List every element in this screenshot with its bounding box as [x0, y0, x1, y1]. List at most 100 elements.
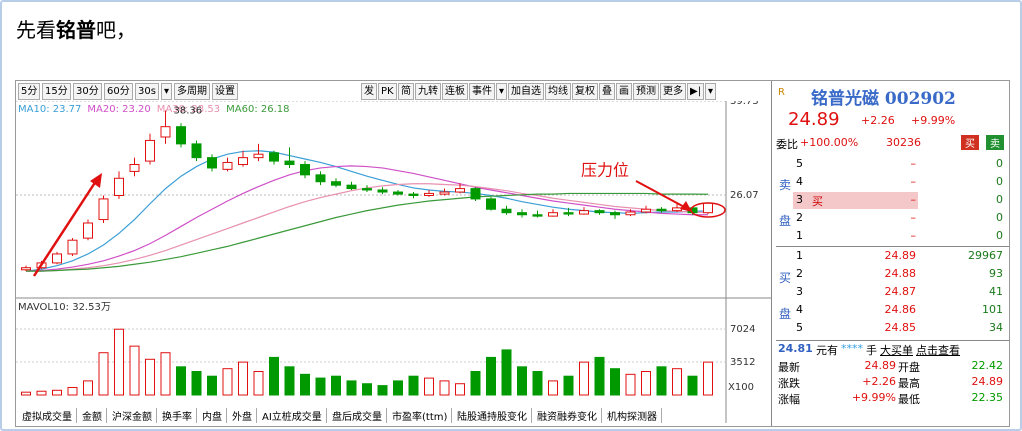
tool-button[interactable]: 叠 — [599, 83, 615, 100]
candle-body — [625, 211, 636, 216]
header-prefix: 先看 — [16, 18, 56, 42]
candle-body — [145, 139, 155, 162]
tool-button[interactable]: 更多 — [660, 83, 686, 100]
screenshot: 39.73 26.07 MA10: 23.77 MA20: 23.20 MA30: 23… — [15, 80, 1010, 427]
period-button[interactable]: ▾ — [161, 83, 173, 100]
weibi-label: 委比 — [776, 138, 798, 151]
tab[interactable]: 外盘 — [228, 408, 257, 423]
price: 24.89 — [788, 109, 840, 130]
tool-button[interactable]: 画 — [616, 83, 632, 100]
volume-bar — [160, 352, 171, 396]
tool-button[interactable]: 简 — [398, 83, 414, 100]
volume-bar — [315, 377, 326, 396]
volume-bar — [455, 383, 465, 396]
tool-button[interactable]: 连板 — [442, 83, 468, 100]
big-order[interactable]: 点击查看 — [916, 344, 960, 357]
candle-body — [594, 210, 605, 214]
stat-value: +2.26 — [862, 375, 896, 388]
candle-body — [486, 198, 496, 210]
volume-bar — [253, 371, 264, 396]
volume-bar — [346, 380, 357, 396]
tool-button[interactable]: 加自选 — [508, 83, 544, 100]
sell-button[interactable]: 卖 — [986, 135, 1004, 150]
tab[interactable]: 内盘 — [198, 408, 227, 423]
tab[interactable]: 融资融券变化 — [533, 408, 602, 423]
stat-value: 22.42 — [971, 359, 1004, 372]
tab[interactable]: 沪深金额 — [108, 408, 157, 423]
period-button[interactable]: 5分 — [18, 83, 41, 100]
ma-line — [25, 165, 708, 272]
side-label: 盘 — [779, 307, 792, 321]
volume-bar — [470, 371, 481, 396]
candle-body — [424, 192, 434, 196]
tool-button[interactable]: 发 — [361, 83, 377, 100]
tool-button[interactable]: ▾ — [705, 83, 717, 100]
candle-body — [470, 188, 481, 200]
tool-button[interactable]: ▶| — [687, 83, 705, 100]
tool-button[interactable]: 九转 — [415, 83, 441, 100]
price-cell: 24.87 — [884, 285, 917, 298]
y-tick-label: 26.07 — [730, 190, 759, 201]
weibi-ratio: +100.00% — [800, 136, 859, 149]
stock-name: 铭普光磁 002902 — [811, 89, 956, 109]
vol-cell: 29967 — [968, 249, 1003, 262]
arrow — [635, 180, 689, 210]
tab[interactable]: 盘后成交量 — [328, 408, 387, 423]
tool-button[interactable]: PK — [378, 83, 397, 100]
level: 1 — [796, 249, 803, 262]
buy-button[interactable]: 买 — [961, 135, 979, 150]
tab[interactable]: 机构探测器 — [603, 408, 662, 423]
period-button[interactable]: 60分 — [104, 83, 133, 100]
candle-body — [222, 161, 233, 170]
volume-bar — [284, 366, 295, 396]
ask-highlight — [793, 192, 918, 209]
tab[interactable]: 虚拟成交量 — [18, 408, 77, 423]
price-cell: 24.89 — [884, 249, 917, 262]
period-button[interactable]: 30分 — [73, 83, 102, 100]
volume-bar — [393, 380, 403, 396]
tool-button[interactable]: 复权 — [572, 83, 598, 100]
volume-bar — [641, 371, 651, 396]
price-cell: 24.85 — [884, 321, 917, 334]
volume-bar — [191, 371, 202, 396]
tool-button[interactable]: 事件 — [469, 83, 495, 100]
volume-bar — [594, 356, 605, 396]
candle-body — [346, 184, 357, 190]
candle-body — [176, 126, 186, 145]
price-cell: – — [910, 229, 917, 242]
tool-button[interactable]: ▾ — [496, 83, 508, 100]
candle-body — [641, 208, 651, 213]
level: 1 — [796, 229, 803, 242]
candle-body — [300, 164, 310, 176]
volume-bar — [703, 361, 713, 396]
volume-bar — [83, 380, 93, 396]
candle-body — [21, 267, 31, 271]
period-button[interactable]: 多周期 — [174, 83, 210, 100]
price-cell: 24.86 — [884, 303, 917, 316]
max-label: 38.36 — [174, 105, 203, 116]
period-button[interactable]: 30s — [135, 83, 159, 100]
period-button[interactable]: 15分 — [42, 83, 71, 100]
header-bold: 铭普 — [56, 18, 96, 42]
stat-value: 24.89 — [971, 375, 1004, 388]
tab[interactable]: 市盈率(ttm) — [388, 408, 453, 423]
period-button[interactable]: 设置 — [212, 83, 238, 100]
divider — [771, 81, 772, 426]
candle-body — [362, 188, 372, 191]
tool-button[interactable]: 预测 — [633, 83, 659, 100]
volume-bar — [222, 368, 233, 396]
tool-button[interactable]: 均线 — [545, 83, 571, 100]
tab[interactable]: 金额 — [78, 408, 107, 423]
tab[interactable]: 陆股通持股变化 — [453, 408, 532, 423]
volume-bar — [362, 383, 372, 396]
legend-entry: MA20: 23.20 — [87, 104, 150, 115]
arrow-head — [90, 173, 102, 188]
volume-bar — [98, 352, 109, 396]
price-cell: – — [910, 175, 917, 188]
tab[interactable]: 换手率 — [158, 408, 197, 423]
tab[interactable]: AI立桩成交量 — [258, 408, 327, 423]
header: 先看铭普吧， — [16, 14, 136, 43]
price-cell: 24.88 — [884, 267, 917, 280]
